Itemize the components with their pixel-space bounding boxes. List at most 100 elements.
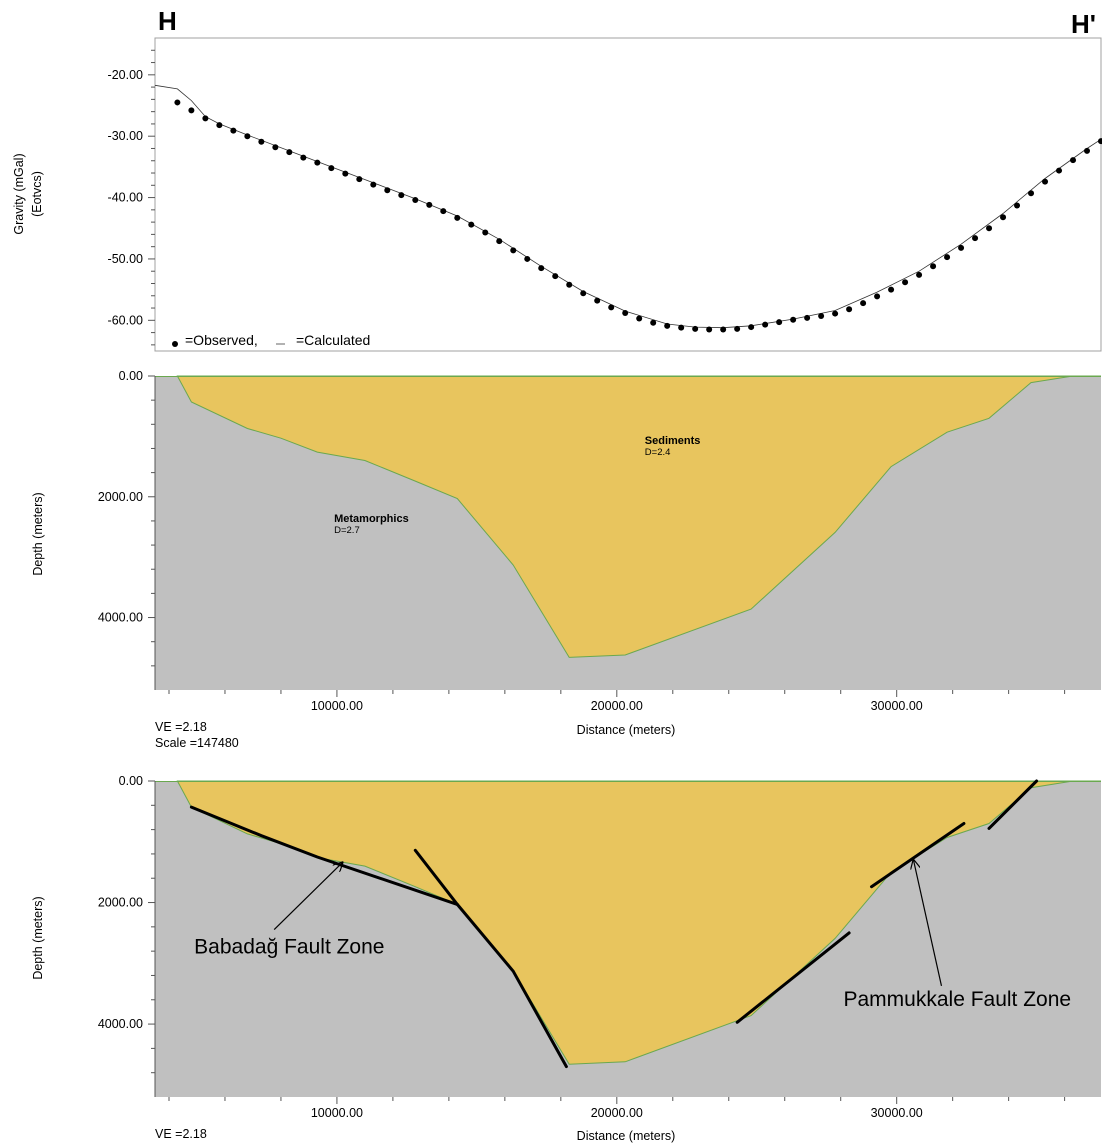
observed-point [1014,202,1021,209]
model-y-axis-label: Depth (meters) [31,492,45,575]
observed-point [510,247,517,254]
gravity-plot-frame [154,37,1102,352]
model-panel: 0.00 2000.00 4000.00 10000.00 20000.00 30000.… [31,369,1101,750]
observed-point [314,159,321,166]
gravity-y-tick-label: -60.00 [108,313,143,327]
observed-point [566,281,573,288]
observed-point [272,144,279,151]
observed-point [440,208,447,215]
y-tick-label: 2000.00 [98,896,143,910]
fault-zone-arrow [273,862,342,931]
gravity-y-tick-label: -40.00 [108,191,143,205]
observed-point [734,325,741,332]
fault-axes: 0.00 2000.00 4000.00 10000.00 20000.00 30000.… [98,774,1066,1120]
gravity-y-ticks: -20.00 -30.00 -40.00 -50.00 -60.00 [108,49,155,346]
legend-observed-label: =Observed, [185,332,258,348]
observed-point [860,300,867,307]
observed-point [482,229,489,236]
fault-zone-label: Babadağ Fault Zone [194,936,384,959]
gravity-y-tick-label: -30.00 [108,129,143,143]
observed-point [412,197,419,204]
observed-point [552,273,559,280]
observed-point [524,255,531,262]
observed-point [538,265,545,272]
observed-point [706,326,713,333]
observed-point [384,187,391,194]
observed-point [188,107,195,114]
fault-annotations: Babadağ Fault Zone Pammukkale Fault Zone [194,860,1071,1011]
observed-point [762,321,769,328]
observed-point [1028,190,1035,197]
x-tick-label: 10000.00 [311,699,363,713]
observed-point [496,238,503,245]
observed-point [1000,214,1007,221]
x-tick-label: 10000.00 [311,1106,363,1120]
fault-zone-label: Pammukkale Fault Zone [844,988,1072,1011]
observed-point [328,165,335,172]
observed-point [300,154,307,161]
observed-point [916,271,923,278]
y-tick-label: 4000.00 [98,1017,143,1031]
observed-point [608,304,615,311]
x-tick-label: 20000.00 [591,1106,643,1120]
gravity-panel: Gravity (mGal) (Eotvcs) -20.00 -30.00 -40.… [12,37,1102,352]
observed-gravity-points [174,99,1102,333]
fault-line [987,779,1039,830]
observed-point [1056,167,1063,174]
gravity-legend: =Observed, =Calculated [172,332,370,348]
observed-point [342,170,349,177]
sediments-label: Sediments [645,435,701,447]
observed-point [944,254,951,261]
observed-point [286,149,293,156]
fault-zone-arrow [913,860,943,986]
observed-point [636,315,643,322]
y-tick-label: 4000.00 [98,611,143,625]
observed-point [426,201,433,208]
observed-point [370,181,377,188]
observed-point [454,214,461,221]
gravity-y-tick-label: -50.00 [108,252,143,266]
corner-label-left: H [158,6,177,36]
observed-point [804,314,811,321]
observed-point [594,297,601,304]
observed-point [930,263,937,270]
sediments-density: D=2.4 [645,447,671,458]
observed-point [972,235,979,242]
gravity-y-tick-label: -20.00 [108,68,143,82]
sediments-body [176,375,1101,658]
observed-point [776,319,783,326]
observed-point [244,133,251,140]
observed-point [230,127,237,134]
metamorphics-label: Metamorphics [334,513,409,525]
observed-point [832,310,839,317]
model-scale-text: Scale =147480 [155,736,239,750]
observed-point [902,279,909,286]
observed-point [678,324,685,331]
observed-point [398,192,405,199]
observed-point [356,176,363,183]
x-tick-label: 30000.00 [871,699,923,713]
fault-line [870,822,966,889]
observed-point [202,115,209,122]
observed-point [216,122,223,129]
observed-point [846,306,853,313]
observed-point [1098,138,1102,145]
observed-point [790,316,797,323]
observed-point [468,221,475,228]
y-tick-label: 0.00 [119,369,143,383]
gravity-y-axis-sublabel: (Eotvcs) [30,171,44,217]
fault-x-axis-label: Distance (meters) [577,1129,676,1143]
metamorphics-density: D=2.7 [334,525,360,536]
observed-point [580,290,587,297]
observed-point [748,324,755,331]
observed-point [174,99,181,106]
observed-point [692,325,699,332]
y-tick-label: 0.00 [119,774,143,788]
observed-point [650,319,657,326]
legend-observed-marker [172,341,178,347]
observed-point [720,326,727,333]
observed-point [888,286,895,293]
observed-point [1084,147,1091,154]
gravity-y-axis-label: Gravity (mGal) [12,153,26,234]
observed-point [818,313,825,320]
